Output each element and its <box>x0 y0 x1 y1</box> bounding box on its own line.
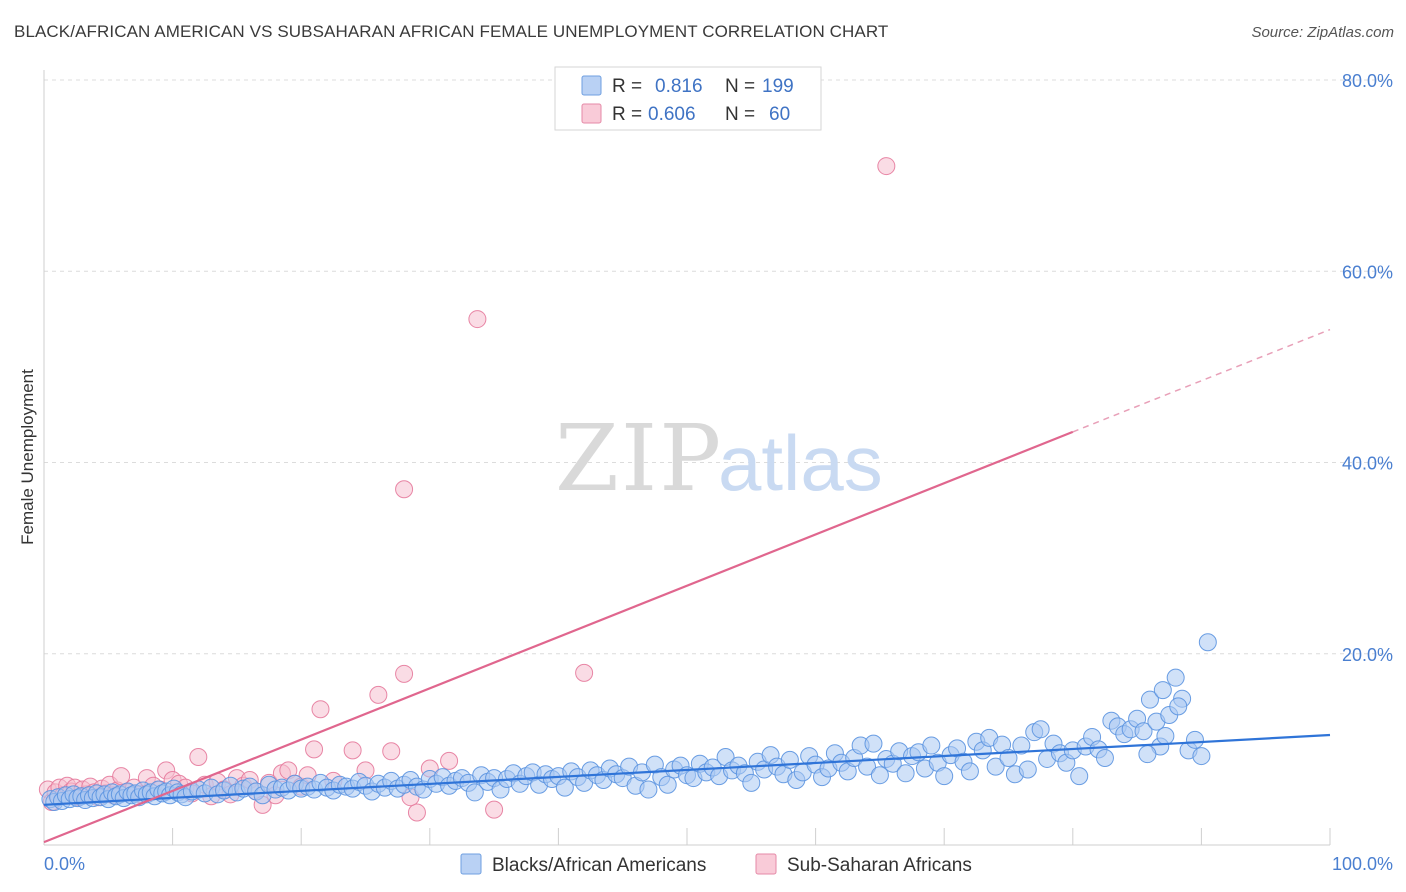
trend-line-black <box>43 733 1331 806</box>
legend-swatch-blue <box>581 75 602 96</box>
black-point-189 <box>1166 668 1185 687</box>
black-point-80 <box>465 783 484 802</box>
legend-n-label-2: N = <box>725 104 755 125</box>
tick-labels: 20.0% 40.0% 60.0% 80.0% 0.0% 100.0% <box>44 71 1393 874</box>
black-point-107 <box>639 780 658 799</box>
subsaharan-point-19 <box>112 767 131 786</box>
black-point-187 <box>1153 681 1172 700</box>
bottom-legend-swatch-blue <box>460 853 482 875</box>
watermark-zip: ZIP <box>555 405 723 512</box>
y-tick-label-3: 80.0% <box>1342 71 1393 91</box>
subsaharan-point-64 <box>395 480 414 499</box>
x-tick-label-1: 100.0% <box>1332 854 1393 874</box>
y-tick-label-0: 20.0% <box>1342 645 1393 665</box>
source-credit: Source: ZipAtlas.com <box>1251 24 1394 41</box>
bottom-legend: Blacks/African Americans Sub-Saharan Afr… <box>460 853 972 876</box>
black-point-194 <box>1198 633 1217 652</box>
black-point-129 <box>780 750 799 769</box>
legend-r-label-2: R = <box>612 104 642 125</box>
black-point-110 <box>658 775 677 794</box>
bottom-legend-swatch-pink <box>755 853 777 875</box>
black-point-184 <box>1134 722 1153 741</box>
y-tick-label-1: 40.0% <box>1342 454 1393 474</box>
black-point-185 <box>1140 690 1159 709</box>
black-point-94 <box>555 778 574 797</box>
black-point-196 <box>1169 697 1188 716</box>
series-black-points <box>41 633 1217 811</box>
subsaharan-point-62 <box>575 663 594 682</box>
subsaharan-point-31 <box>189 748 208 767</box>
subsaharan-point-49 <box>305 740 324 759</box>
trend-lines <box>43 328 1331 844</box>
black-point-198 <box>1138 745 1157 764</box>
chart-title: BLACK/AFRICAN AMERICAN VS SUBSAHARAN AFR… <box>14 22 889 41</box>
black-point-161 <box>986 757 1005 776</box>
y-tick-label-2: 60.0% <box>1342 262 1393 282</box>
legend-n-label-1: N = <box>725 76 755 97</box>
black-point-168 <box>1031 720 1050 739</box>
black-point-197 <box>1156 726 1175 745</box>
legend-r-value-1: 0.816 <box>655 76 703 97</box>
legend-n-value-2: 60 <box>769 104 790 125</box>
subsaharan-point-63 <box>468 310 487 329</box>
grid-lines <box>44 79 1393 655</box>
black-point-143 <box>870 766 889 785</box>
subsaharan-point-54 <box>369 685 388 704</box>
subsaharan-point-57 <box>407 803 426 822</box>
watermark: ZIP atlas <box>555 405 883 512</box>
black-point-142 <box>864 734 883 753</box>
legend-r-label-1: R = <box>612 76 642 97</box>
black-point-174 <box>1070 767 1089 786</box>
trend-line-subsaharan-extension <box>1072 328 1331 433</box>
subsaharan-point-61 <box>440 751 459 770</box>
black-point-166 <box>1018 760 1037 779</box>
black-point-147 <box>896 764 915 783</box>
legend-box: R = 0.816 N = 199 R = 0.606 N = 60 <box>554 66 822 131</box>
subsaharan-point-52 <box>343 741 362 760</box>
y-axis-label: Female Unemployment <box>18 369 37 545</box>
subsaharan-point-55 <box>382 742 401 761</box>
x-tick-label-0: 0.0% <box>44 854 85 874</box>
subsaharan-point-65 <box>877 157 896 176</box>
black-point-123 <box>742 773 761 792</box>
bottom-legend-label-pink: Sub-Saharan Africans <box>787 855 972 876</box>
legend-swatch-pink <box>581 103 602 124</box>
trend-line-subsaharan <box>43 430 1074 844</box>
legend-r-value-2: 0.606 <box>648 104 696 125</box>
black-point-178 <box>1095 748 1114 767</box>
black-point-193 <box>1192 747 1211 766</box>
watermark-atlas: atlas <box>718 419 883 507</box>
subsaharan-point-56 <box>395 664 414 683</box>
subsaharan-point-50 <box>311 700 330 719</box>
legend-n-value-1: 199 <box>762 76 794 97</box>
black-point-157 <box>960 762 979 781</box>
black-point-151 <box>922 736 941 755</box>
black-point-192 <box>1185 730 1204 749</box>
subsaharan-point-59 <box>485 800 504 819</box>
bottom-legend-label-blue: Blacks/African Americans <box>492 855 706 876</box>
black-point-153 <box>935 767 954 786</box>
black-point-165 <box>1012 736 1031 755</box>
axes <box>43 70 1331 846</box>
black-point-141 <box>858 757 877 776</box>
